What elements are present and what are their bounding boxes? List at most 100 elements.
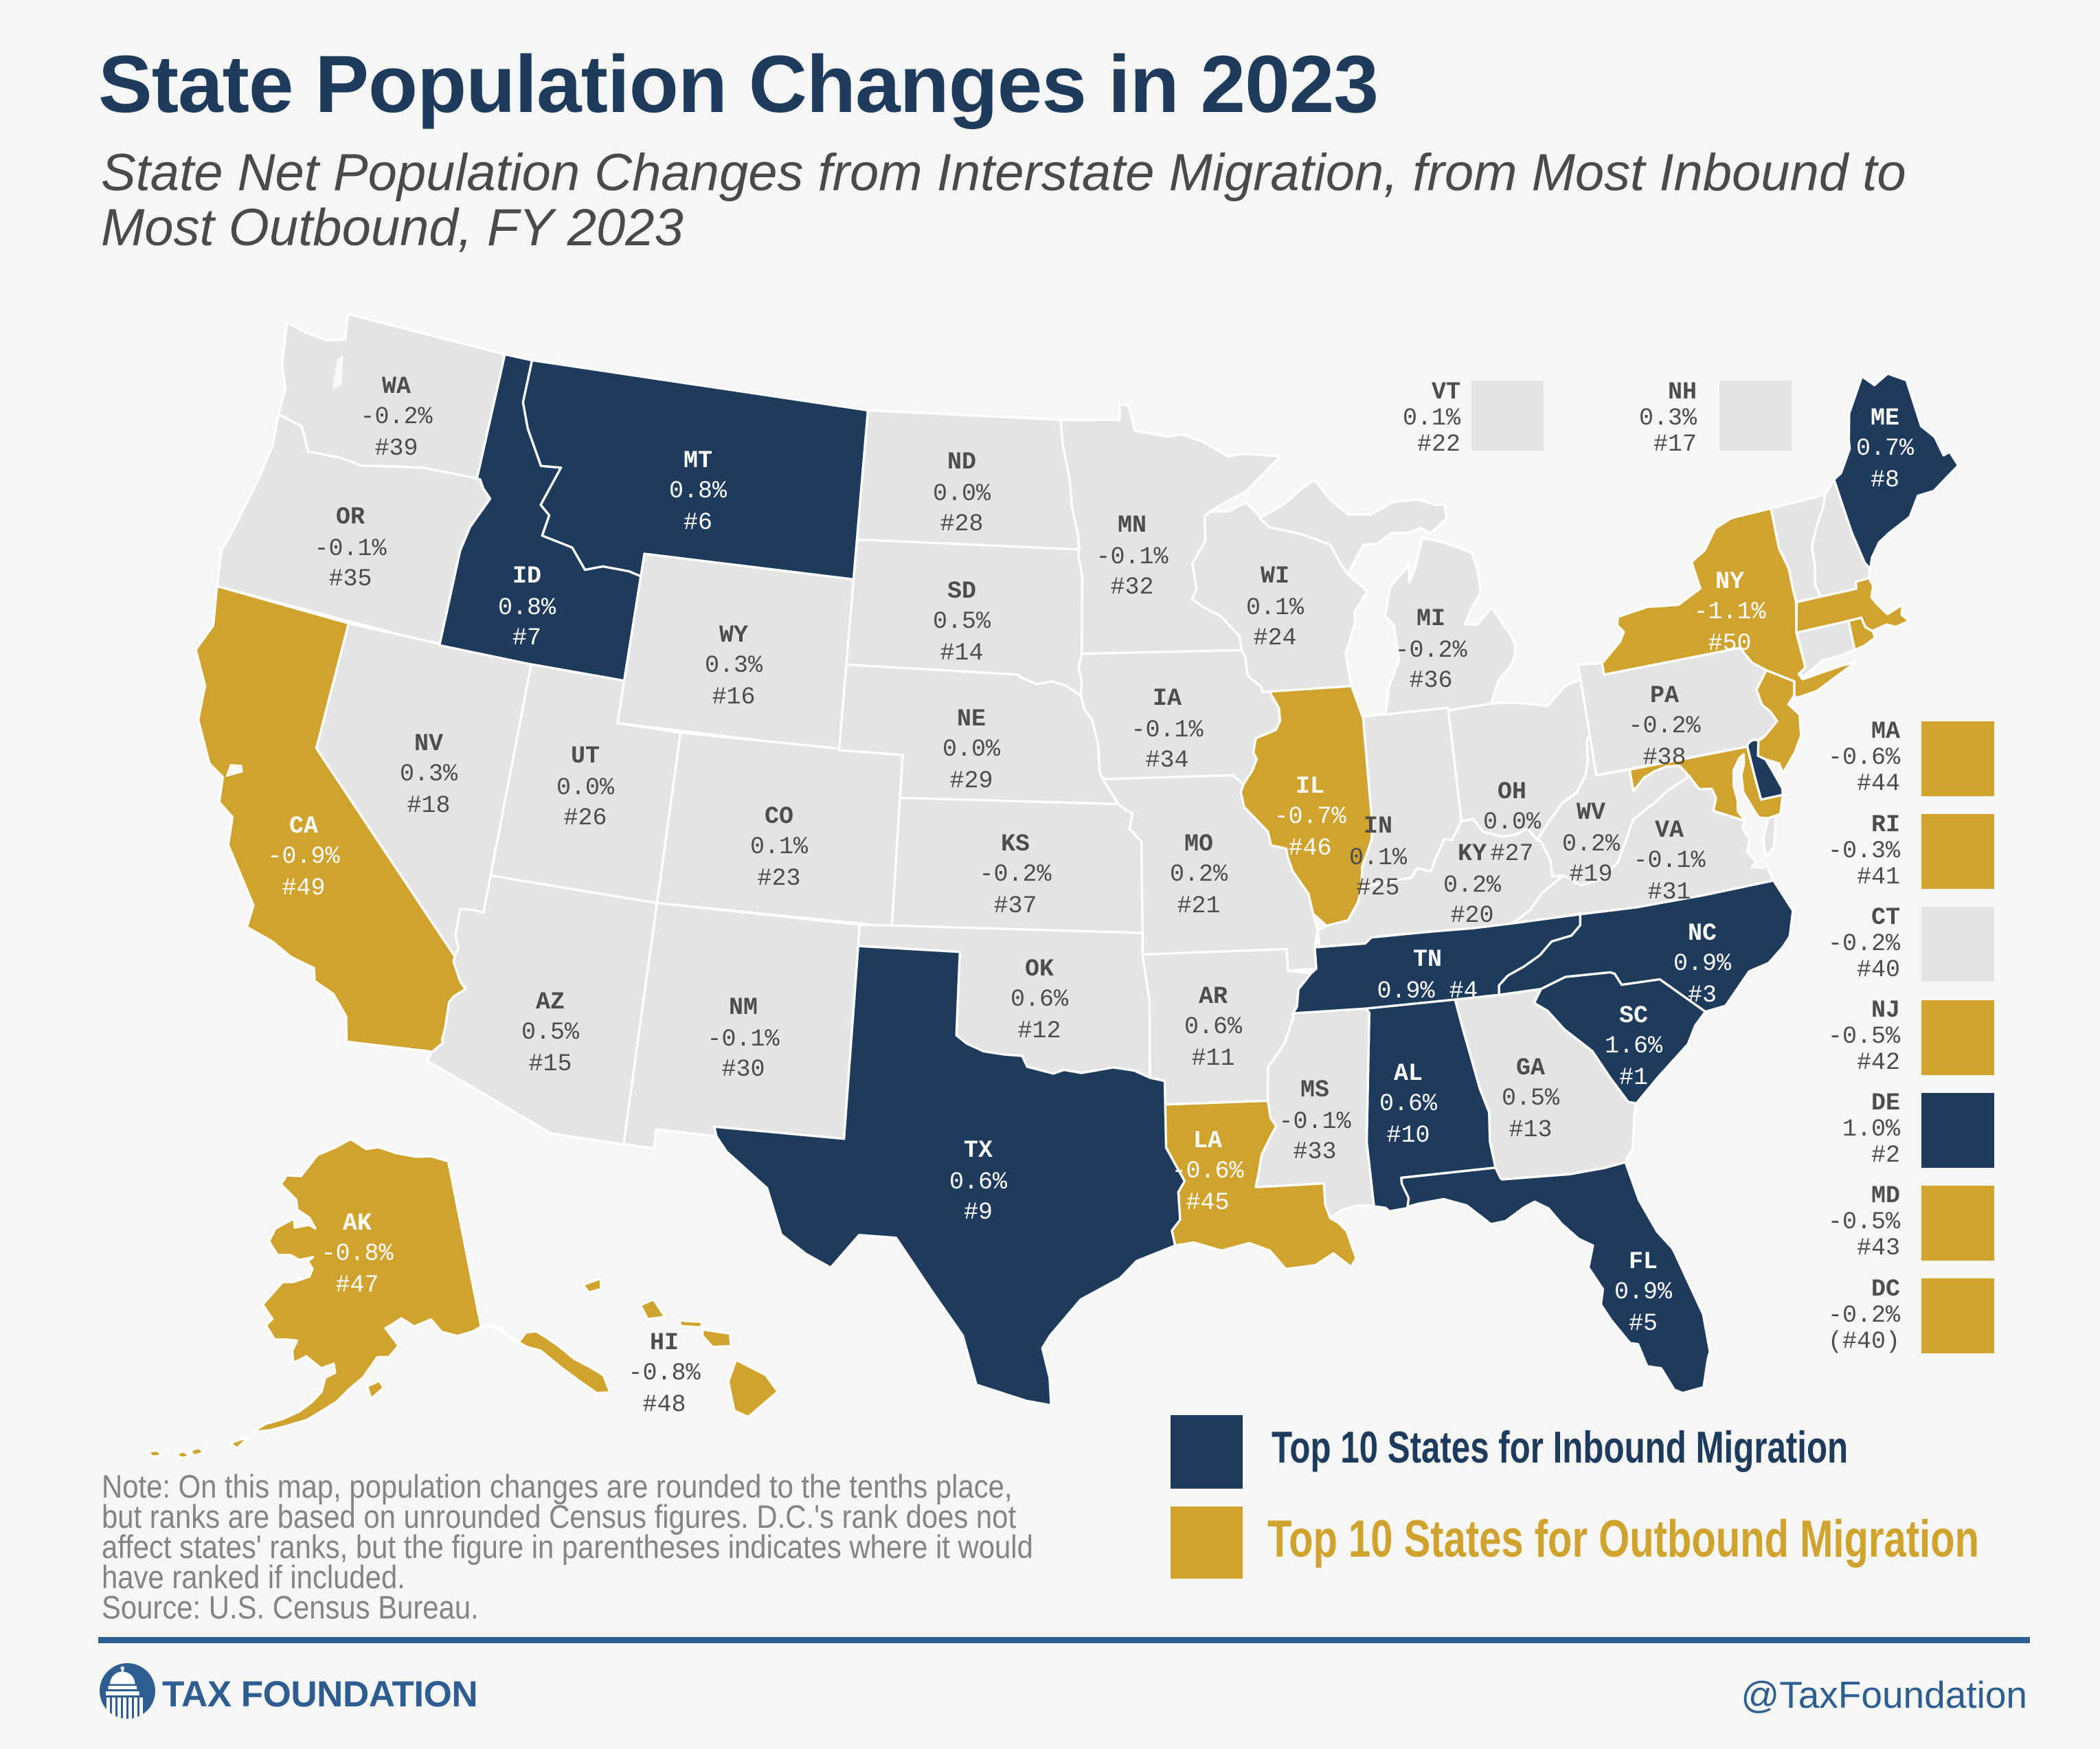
svg-text:-0.8%: -0.8% [321,1240,394,1267]
svg-text:-0.2%: -0.2% [360,403,433,431]
svg-text:0.2%: 0.2% [1443,872,1502,899]
svg-text:ME: ME [1871,405,1899,432]
svg-text:KY: KY [1458,840,1487,868]
svg-text:#45: #45 [1186,1189,1229,1217]
svg-text:VA: VA [1655,817,1684,844]
svg-text:NC: NC [1688,920,1717,947]
svg-text:#1: #1 [1619,1064,1648,1092]
svg-text:-0.1%: -0.1% [1096,543,1168,571]
svg-text:#44: #44 [1857,770,1900,798]
svg-text:-0.1%: -0.1% [707,1026,780,1053]
svg-text:IA: IA [1153,685,1182,712]
svg-text:#33: #33 [1293,1138,1336,1166]
svg-text:#19: #19 [1569,861,1612,888]
svg-text:NV: NV [414,730,443,758]
svg-text:ID: ID [512,563,541,590]
svg-text:KS: KS [1001,831,1030,858]
svg-text:NE: NE [957,706,986,733]
svg-text:0.3%: 0.3% [1639,405,1697,432]
svg-text:UT: UT [571,743,600,770]
svg-text:0.2%: 0.2% [1170,861,1228,888]
svg-text:0.6%: 0.6% [949,1169,1008,1196]
svg-text:0.6%: 0.6% [1011,986,1069,1013]
svg-text:-0.6%: -0.6% [1828,744,1901,771]
svg-text:RI: RI [1871,811,1900,839]
svg-text:VT: VT [1432,379,1460,406]
svg-text:0.0%: 0.0% [942,736,1001,763]
svg-text:#42: #42 [1857,1049,1900,1076]
svg-text:-0.6%: -0.6% [1171,1158,1244,1185]
svg-text:-0.1%: -0.1% [1633,847,1706,874]
svg-text:-0.2%: -0.2% [1395,637,1467,664]
svg-text:#6: #6 [684,509,712,537]
svg-text:#26: #26 [563,804,607,832]
svg-text:WI: WI [1261,563,1289,590]
svg-text:IL: IL [1296,773,1324,800]
svg-text:-0.8%: -0.8% [628,1359,701,1387]
svg-text:#7: #7 [512,624,541,652]
svg-text:0.8%: 0.8% [669,477,727,505]
svg-text:#50: #50 [1708,630,1751,657]
svg-text:#5: #5 [1629,1310,1658,1338]
svg-text:#43: #43 [1857,1234,1900,1262]
svg-text:AR: AR [1199,983,1228,1011]
svg-text:#23: #23 [757,865,800,892]
svg-text:NM: NM [729,994,758,1022]
svg-text:0.6%: 0.6% [1184,1013,1243,1041]
svg-text:DE: DE [1871,1090,1900,1117]
svg-text:MD: MD [1871,1182,1900,1210]
svg-text:#29: #29 [949,767,993,795]
svg-text:-0.1%: -0.1% [314,535,387,563]
svg-text:#36: #36 [1409,667,1452,695]
svg-text:0.1%: 0.1% [750,833,809,861]
svg-text:0.3%: 0.3% [705,652,763,679]
svg-text:#35: #35 [328,565,372,593]
svg-text:ND: ND [947,449,976,476]
svg-text:0.1%: 0.1% [1349,844,1408,872]
svg-text:0.9% #4: 0.9% #4 [1377,978,1478,1005]
svg-text:MO: MO [1184,831,1213,858]
svg-text:-0.1%: -0.1% [1131,716,1204,744]
svg-text:AK: AK [343,1210,372,1237]
svg-text:#41: #41 [1857,864,1900,891]
svg-text:#18: #18 [407,792,450,820]
svg-text:#17: #17 [1653,431,1697,458]
svg-text:OH: OH [1498,778,1526,806]
svg-text:0.3%: 0.3% [400,760,458,788]
svg-text:TX: TX [964,1137,993,1164]
svg-text:FL: FL [1629,1248,1658,1276]
svg-text:AL: AL [1394,1060,1423,1087]
svg-text:OK: OK [1025,956,1054,983]
svg-text:-0.2%: -0.2% [1828,1302,1901,1329]
svg-text:-0.2%: -0.2% [1628,712,1701,740]
svg-text:#24: #24 [1253,624,1296,652]
svg-text:CA: CA [289,813,318,840]
svg-text:0.5%: 0.5% [1502,1085,1560,1112]
svg-text:#40: #40 [1857,956,1900,984]
svg-text:LA: LA [1193,1127,1222,1155]
svg-text:-0.1%: -0.1% [1278,1108,1351,1136]
svg-text:0.1%: 0.1% [1246,594,1305,622]
svg-text:0.8%: 0.8% [498,594,556,622]
svg-text:0.0%: 0.0% [933,480,991,508]
svg-text:#3: #3 [1688,982,1717,1009]
svg-text:#37: #37 [993,892,1037,920]
svg-text:#12: #12 [1017,1017,1061,1045]
svg-text:-0.5%: -0.5% [1828,1023,1901,1050]
svg-text:MN: MN [1118,512,1147,539]
svg-text:AZ: AZ [536,989,565,1016]
svg-text:#9: #9 [964,1199,993,1226]
svg-text:-1.1%: -1.1% [1693,598,1766,626]
svg-text:#10: #10 [1386,1122,1430,1149]
svg-text:NH: NH [1668,379,1697,406]
svg-text:1.6%: 1.6% [1605,1033,1663,1060]
svg-text:#32: #32 [1110,574,1153,601]
svg-text:0.6%: 0.6% [1379,1090,1438,1118]
svg-text:#27: #27 [1490,840,1533,868]
svg-text:#15: #15 [528,1050,572,1078]
svg-text:-0.2%: -0.2% [1828,930,1901,958]
svg-text:(#40): (#40) [1828,1328,1900,1355]
svg-text:0.5%: 0.5% [933,608,991,635]
svg-text:MI: MI [1416,605,1445,633]
svg-text:#39: #39 [374,435,418,462]
